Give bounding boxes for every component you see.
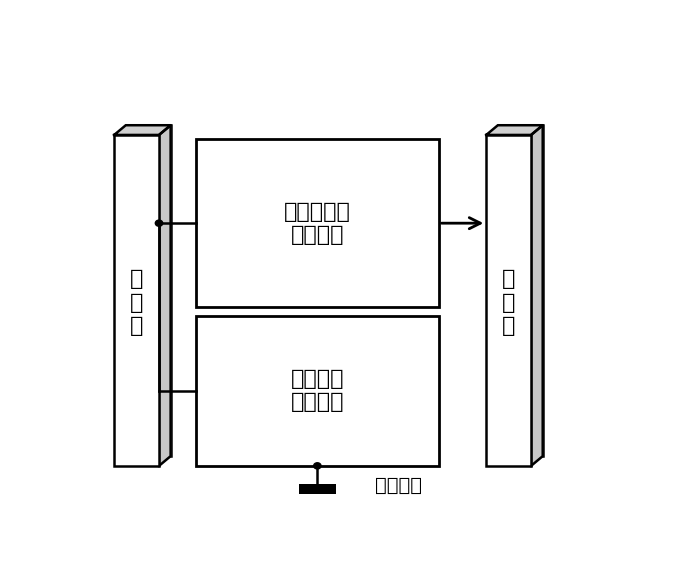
Text: 电源接地: 电源接地 [375,476,422,495]
Bar [196,139,439,307]
Circle shape [314,463,321,469]
Polygon shape [159,125,171,466]
Bar [498,125,543,456]
Bar [126,125,171,456]
Polygon shape [486,125,543,135]
Bar [196,316,439,466]
Text: 备份组合
逻辑单元: 备份组合 逻辑单元 [291,369,344,413]
Text: 寄
存
器: 寄 存 器 [503,269,516,336]
Polygon shape [114,125,171,135]
Bar [299,484,336,494]
Circle shape [155,220,163,226]
Bar [114,135,159,466]
Bar [486,135,531,466]
Polygon shape [531,125,543,466]
Text: 寄
存
器: 寄 存 器 [130,269,144,336]
Text: 原电路组合
逻辑单元: 原电路组合 逻辑单元 [284,202,351,245]
